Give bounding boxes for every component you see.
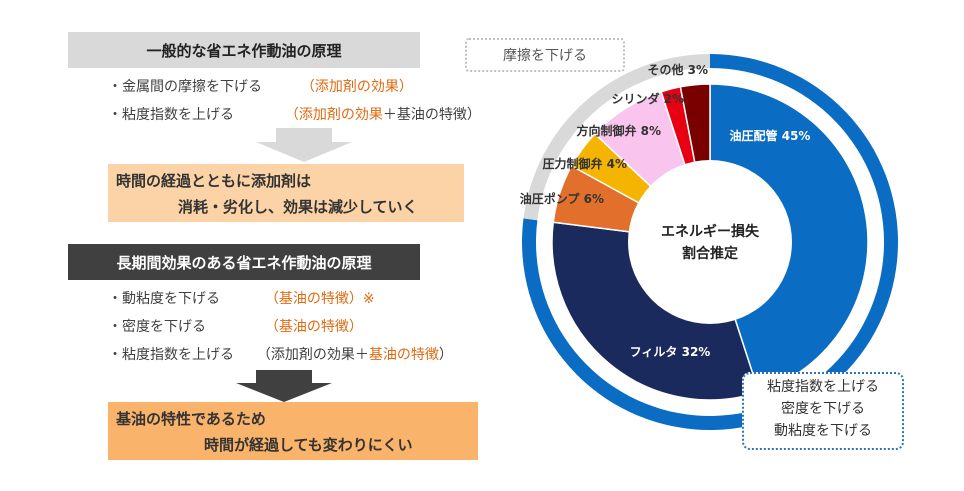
section2-line-2-text: ・密度を下げる bbox=[108, 319, 206, 335]
down-arrow-dark-icon bbox=[236, 370, 332, 402]
section1-line-2-text: ・粘度指数を上げる bbox=[108, 107, 234, 123]
box-additive-degradation: 時間の経過とともに添加剤は 消耗・劣化し、効果は減少していく bbox=[108, 164, 464, 222]
energy-loss-donut-chart: エネルギー損失 割合推定 油圧配管 45% フィルタ 32% 油圧ポンプ 6% 圧力制… bbox=[520, 54, 898, 430]
section2-line-1-note: （基油の特徴）※ bbox=[264, 291, 375, 307]
center-label-line-1: エネルギー損失 bbox=[661, 223, 760, 240]
outer-ring-gray bbox=[523, 54, 710, 221]
slice-labels: 油圧配管 45% フィルタ 32% 油圧ポンプ 6% 圧力制御弁 4% 方向制御弁 8%… bbox=[520, 62, 810, 359]
section1-line-2-plain: ＋基油の特徴） bbox=[382, 107, 481, 123]
box2-line-1: 基油の特性であるため bbox=[116, 410, 266, 428]
callout-viscosity: 粘度指数を上げる 密度を下げる 動粘度を下げる bbox=[742, 372, 904, 450]
outer-ring bbox=[522, 54, 898, 430]
section2-line-3-note: 基油の特徴 bbox=[368, 347, 439, 363]
box1-line-1: 時間の経過とともに添加剤は bbox=[116, 172, 312, 190]
section2-line-2-note: （基油の特徴） bbox=[264, 319, 363, 335]
slice-label-3: 圧力制御弁 4% bbox=[542, 156, 627, 171]
section1-line-2-open: （ bbox=[284, 107, 299, 123]
callout-viscosity-line-2: 密度を下げる bbox=[781, 401, 865, 417]
callout-viscosity-line-1: 粘度指数を上げる bbox=[767, 379, 879, 395]
section2-line-3-close: ） bbox=[438, 347, 453, 363]
section2-line-2: ・密度を下げる （基油の特徴） bbox=[108, 316, 363, 336]
slice-label-2: 油圧ポンプ 6% bbox=[520, 191, 604, 206]
section1-line-2-note: 添加剤の効果 bbox=[298, 107, 383, 123]
slice-label-0: 油圧配管 45% bbox=[730, 128, 811, 143]
callout-friction: 摩擦を下げる bbox=[465, 38, 625, 72]
section1-title: 一般的な省エネ作動油の原理 bbox=[68, 32, 420, 68]
box1-line-2: 消耗・劣化し、効果は減少していく bbox=[178, 198, 418, 216]
center-label-line-2: 割合推定 bbox=[682, 245, 738, 262]
section1-line-2: ・粘度指数を上げる （添加剤の効果＋基油の特徴） bbox=[108, 104, 481, 124]
section1-line-1: ・金属間の摩擦を下げる （添加剤の効果） bbox=[108, 76, 413, 96]
slice-label-6: その他 3% bbox=[647, 62, 708, 77]
section1-line-1-note: （添加剤の効果） bbox=[300, 79, 413, 95]
slice-label-5: シリンダ 2% bbox=[611, 91, 684, 106]
section1-line-1-text: ・金属間の摩擦を下げる bbox=[108, 79, 262, 95]
section2-line-3: ・粘度指数を上げる （添加剤の効果＋基油の特徴） bbox=[108, 344, 453, 364]
down-arrow-gray-icon bbox=[256, 128, 352, 162]
section2-line-1: ・動粘度を下げる （基油の特徴）※ bbox=[108, 288, 375, 308]
section2-title: 長期間効果のある省エネ作動油の原理 bbox=[68, 244, 420, 280]
callout-viscosity-line-3: 動粘度を下げる bbox=[774, 423, 872, 439]
section2-line-1-text: ・動粘度を下げる bbox=[108, 291, 220, 307]
slice-label-4: 方向制御弁 8% bbox=[576, 123, 661, 138]
box2-line-2: 時間が経過しても変わりにくい bbox=[204, 436, 413, 454]
donut-hole bbox=[628, 160, 792, 324]
section2-line-3-plain: （添加剤の効果＋ bbox=[256, 347, 369, 363]
section2-line-3-text: ・粘度指数を上げる bbox=[108, 347, 234, 363]
box-base-oil-stable: 基油の特性であるため 時間が経過しても変わりにくい bbox=[108, 402, 478, 460]
slice-label-1: フィルタ 32% bbox=[630, 345, 711, 359]
